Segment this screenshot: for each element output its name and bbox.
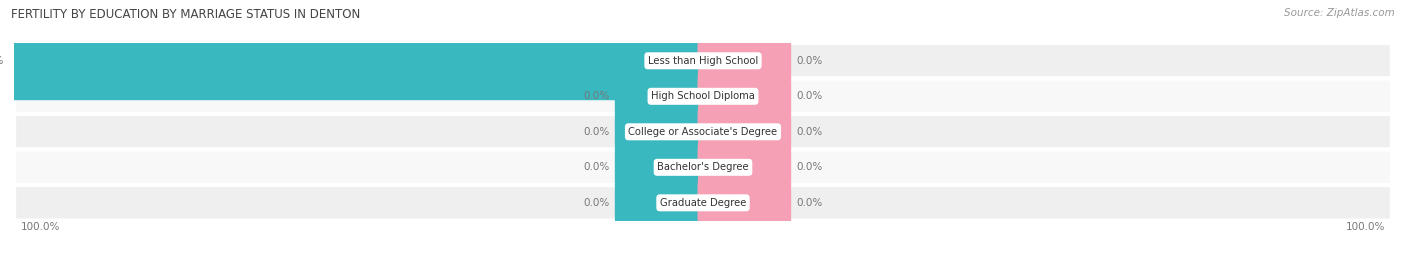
Text: 0.0%: 0.0% [796, 91, 823, 101]
Text: 0.0%: 0.0% [796, 198, 823, 208]
Text: College or Associate's Degree: College or Associate's Degree [628, 127, 778, 137]
FancyBboxPatch shape [697, 21, 792, 100]
Text: 100.0%: 100.0% [21, 222, 60, 232]
FancyBboxPatch shape [697, 92, 792, 171]
Text: 0.0%: 0.0% [583, 162, 610, 172]
FancyBboxPatch shape [14, 43, 1392, 79]
Text: Less than High School: Less than High School [648, 56, 758, 66]
Text: Graduate Degree: Graduate Degree [659, 198, 747, 208]
Text: 0.0%: 0.0% [796, 162, 823, 172]
FancyBboxPatch shape [14, 114, 1392, 150]
Text: 0.0%: 0.0% [583, 198, 610, 208]
Text: 0.0%: 0.0% [796, 56, 823, 66]
FancyBboxPatch shape [614, 57, 709, 136]
FancyBboxPatch shape [697, 57, 792, 136]
FancyBboxPatch shape [14, 150, 1392, 185]
Text: Bachelor's Degree: Bachelor's Degree [657, 162, 749, 172]
Text: FERTILITY BY EDUCATION BY MARRIAGE STATUS IN DENTON: FERTILITY BY EDUCATION BY MARRIAGE STATU… [11, 8, 360, 21]
FancyBboxPatch shape [14, 79, 1392, 114]
Text: High School Diploma: High School Diploma [651, 91, 755, 101]
Text: 100.0%: 100.0% [1346, 222, 1385, 232]
FancyBboxPatch shape [697, 128, 792, 207]
Text: 0.0%: 0.0% [583, 127, 610, 137]
Text: 100.0%: 100.0% [0, 56, 4, 66]
FancyBboxPatch shape [14, 185, 1392, 221]
FancyBboxPatch shape [8, 21, 709, 100]
Text: Source: ZipAtlas.com: Source: ZipAtlas.com [1284, 8, 1395, 18]
Text: 0.0%: 0.0% [583, 91, 610, 101]
Text: 0.0%: 0.0% [796, 127, 823, 137]
FancyBboxPatch shape [614, 92, 709, 171]
FancyBboxPatch shape [614, 128, 709, 207]
FancyBboxPatch shape [697, 163, 792, 242]
FancyBboxPatch shape [614, 163, 709, 242]
